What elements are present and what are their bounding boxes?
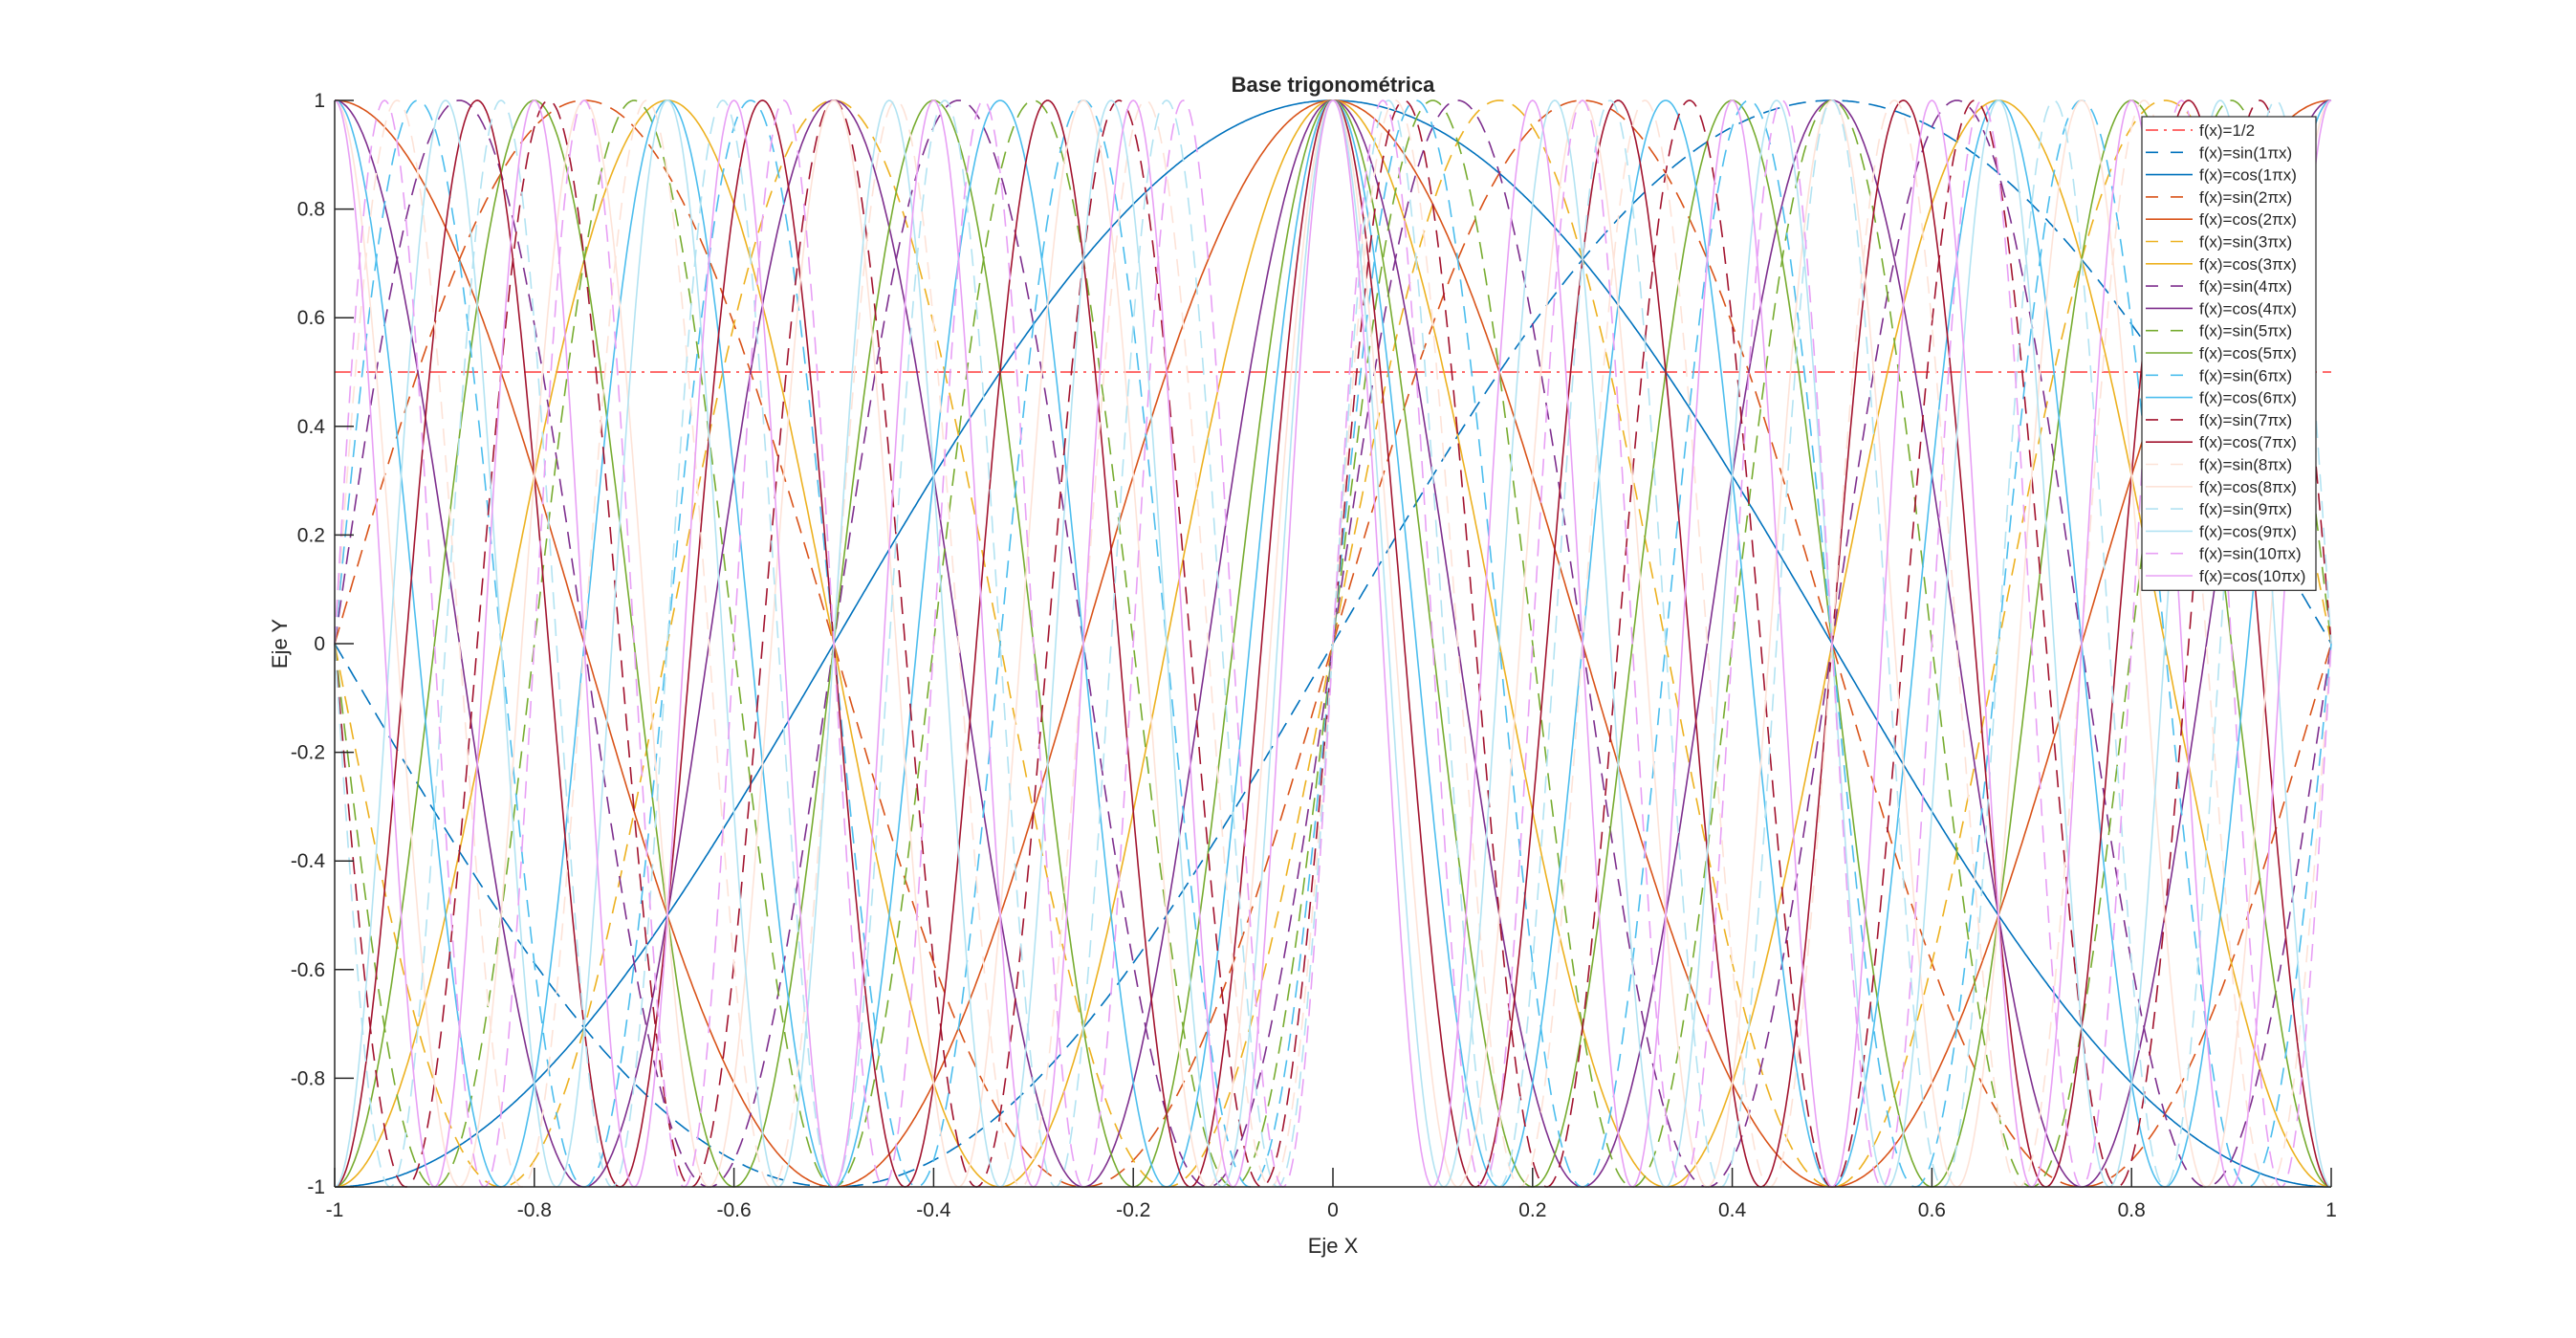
x-tick-label: 0.8 <box>2118 1199 2146 1221</box>
legend: f(x)=1/2 f(x)=sin(1πx) f(x)=cos(1πx) f(x)=s… <box>2141 116 2317 591</box>
legend-entry: f(x)=cos(4πx) <box>2199 299 2297 318</box>
series-line-19 <box>334 99 2332 1188</box>
y-tick-label: 0.4 <box>297 416 326 438</box>
legend-entry: f(x)=cos(3πx) <box>2199 255 2297 274</box>
legend-entry: f(x)=cos(2πx) <box>2199 210 2297 229</box>
legend-entry: f(x)=cos(6πx) <box>2199 389 2297 407</box>
x-tick-label: -1 <box>326 1199 344 1221</box>
y-tick-label: 0.8 <box>297 199 325 221</box>
legend-entry: f(x)=cos(9πx) <box>2199 522 2297 540</box>
series-line-15 <box>334 99 2332 1188</box>
legend-entry: f(x)=sin(10πx) <box>2199 545 2302 563</box>
y-axis-label: Eje Y <box>268 619 292 669</box>
legend-entry: f(x)=1/2 <box>2199 121 2255 140</box>
legend-entry: f(x)=sin(2πx) <box>2199 188 2292 207</box>
x-axis-label: Eje X <box>1308 1234 1359 1258</box>
legend-entry: f(x)=sin(4πx) <box>2199 277 2292 296</box>
legend-entry: f(x)=cos(7πx) <box>2199 433 2297 451</box>
legend-entry: f(x)=sin(8πx) <box>2199 456 2292 474</box>
legend-entry: f(x)=cos(8πx) <box>2199 478 2297 496</box>
x-tick-label: 1 <box>2325 1199 2337 1221</box>
x-tick-label: -0.4 <box>916 1199 951 1221</box>
y-tick-label: -0.8 <box>291 1067 325 1089</box>
y-tick-label: -0.2 <box>291 742 325 764</box>
x-tick-label: 0.6 <box>1918 1199 1946 1221</box>
y-tick-label: -0.6 <box>291 959 325 981</box>
y-tick-label: -1 <box>307 1176 325 1198</box>
x-tick-label: -0.8 <box>517 1199 552 1221</box>
x-tick-label: 0 <box>1327 1199 1339 1221</box>
series-line-20 <box>334 99 2332 1188</box>
x-tick-label: 0.2 <box>1518 1199 1546 1221</box>
y-tick-label: 0.6 <box>297 307 325 329</box>
x-tick-label: -0.2 <box>1116 1199 1150 1221</box>
legend-entry: f(x)=sin(9πx) <box>2199 500 2292 518</box>
chart-title: Base trigonométrica <box>1232 73 1435 97</box>
x-tick-label: -0.6 <box>717 1199 752 1221</box>
legend-entry: f(x)=cos(5πx) <box>2199 344 2297 362</box>
y-tick-label: 1 <box>314 90 325 112</box>
series-line-17 <box>334 99 2332 1188</box>
legend-entry: f(x)=sin(7πx) <box>2199 411 2292 429</box>
legend-entry: f(x)=sin(3πx) <box>2199 233 2292 252</box>
y-tick-label: -0.4 <box>291 850 326 872</box>
y-tick-label: 0 <box>314 633 325 655</box>
y-tick-label: 0.2 <box>297 524 325 546</box>
legend-entry: f(x)=cos(10πx) <box>2199 567 2305 585</box>
x-tick-label: 0.4 <box>1718 1199 1747 1221</box>
legend-entry: f(x)=sin(1πx) <box>2199 143 2292 162</box>
axes: -1 -0.8 -0.6 -0.4 -0.2 0 0.2 0.4 0.6 0.8 1 -1 -0.8 -0… <box>291 90 2337 1221</box>
legend-entry: f(x)=sin(6πx) <box>2199 366 2292 384</box>
legend-entry: f(x)=sin(5πx) <box>2199 322 2292 340</box>
plot-curves <box>334 99 2332 1188</box>
legend-entry: f(x)=cos(1πx) <box>2199 166 2297 185</box>
